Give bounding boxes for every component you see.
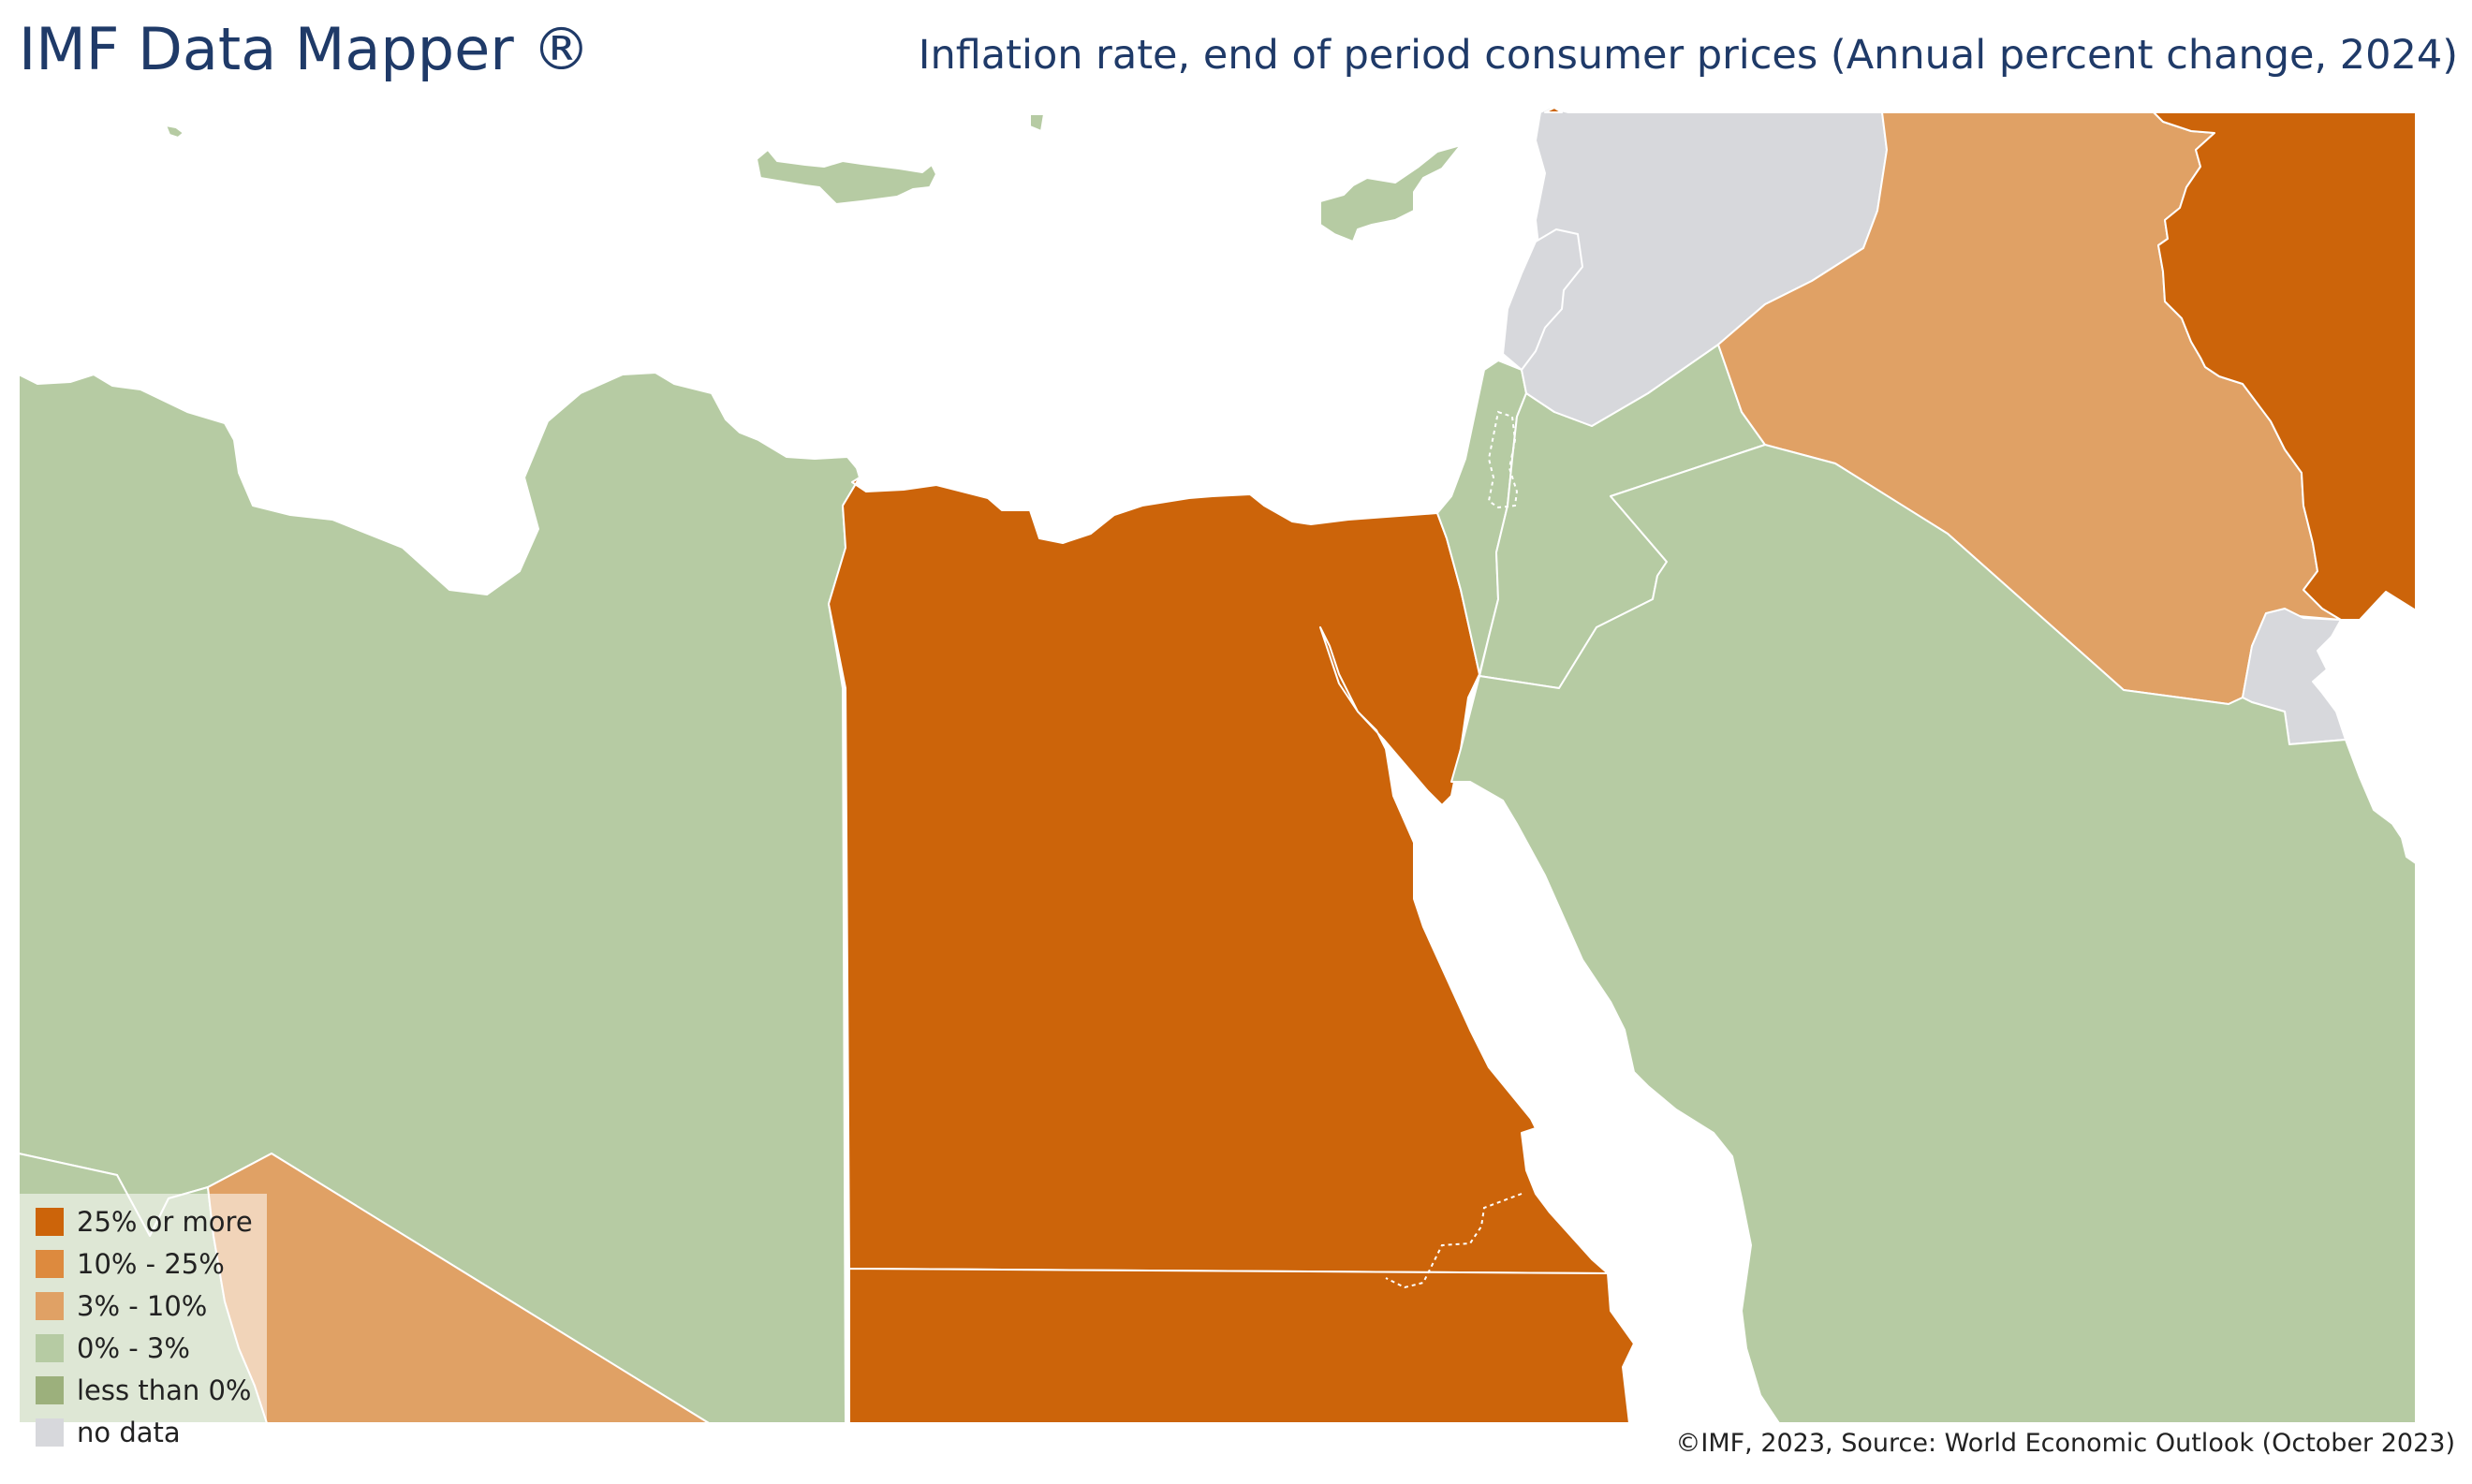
- legend-item-no-data[interactable]: no data: [36, 1414, 181, 1451]
- legend-label: 3% - 10%: [77, 1290, 208, 1322]
- legend-swatch: [36, 1376, 64, 1404]
- island-crete[interactable]: [756, 149, 937, 205]
- legend-item-0-3[interactable]: 0% - 3%: [36, 1330, 190, 1367]
- island-small-1[interactable]: [165, 125, 184, 139]
- legend-label: no data: [77, 1417, 181, 1448]
- legend-swatch: [36, 1418, 64, 1447]
- legend-swatch: [36, 1334, 64, 1362]
- legend-label: less than 0%: [77, 1374, 252, 1406]
- country-egypt[interactable]: [828, 477, 1609, 1274]
- legend-item-25-plus[interactable]: 25% or more: [36, 1203, 253, 1241]
- country-lebanon[interactable]: [1502, 228, 1583, 371]
- legend-label: 0% - 3%: [77, 1332, 190, 1364]
- country-libya[interactable]: [18, 372, 861, 1424]
- country-turkey[interactable]: [1544, 107, 1563, 113]
- country-sudan[interactable]: [848, 1268, 1635, 1424]
- legend: 25% or more 10% - 25% 3% - 10% 0% - 3% l…: [19, 1194, 267, 1448]
- legend-label: 10% - 25%: [77, 1248, 225, 1280]
- legend-item-10-25[interactable]: 10% - 25%: [36, 1245, 225, 1283]
- map-title: Inflation rate, end of period consumer p…: [918, 32, 2458, 79]
- legend-item-less-than-0[interactable]: less than 0%: [36, 1372, 251, 1409]
- legend-label: 25% or more: [77, 1206, 253, 1238]
- country-iran[interactable]: [2153, 111, 2417, 621]
- country-saudi-arabia[interactable]: [1450, 444, 2417, 1424]
- island-small-2[interactable]: [1029, 113, 1045, 132]
- legend-swatch: [36, 1208, 64, 1236]
- legend-swatch: [36, 1250, 64, 1278]
- boundary-halaib: [1385, 1193, 1523, 1289]
- island-cyprus[interactable]: [1319, 144, 1462, 242]
- brand-title: IMF Data Mapper ®: [19, 15, 591, 83]
- legend-item-3-10[interactable]: 3% - 10%: [36, 1287, 207, 1325]
- legend-swatch: [36, 1292, 64, 1320]
- source-credit: ©IMF, 2023, Source: World Economic Outlo…: [1675, 1429, 2455, 1458]
- boundary-west-bank: [1487, 410, 1519, 509]
